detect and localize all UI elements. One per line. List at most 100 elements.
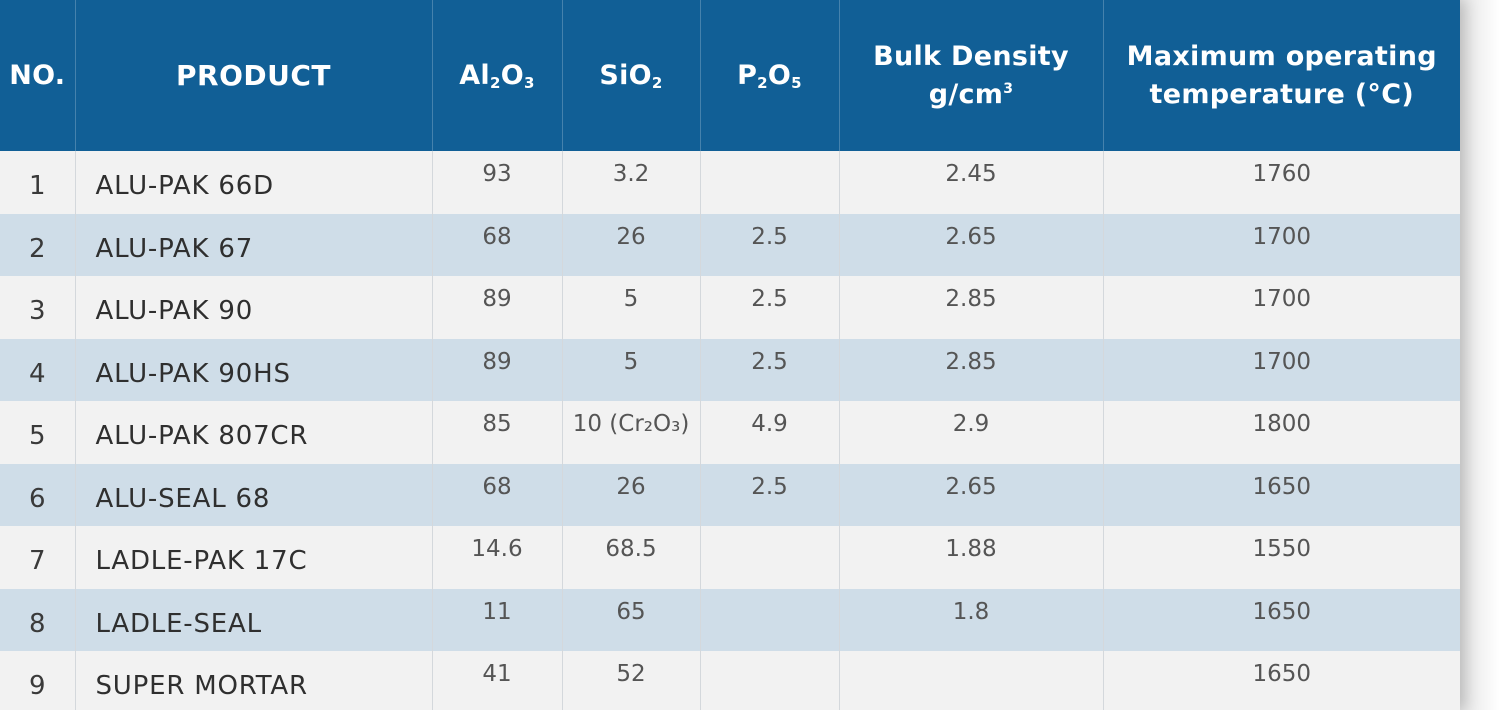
product-spec-table: NO. PRODUCT Al2O3 SiO2 P2O5 Bulk Density… (0, 0, 1460, 710)
cell-product-text: SUPER MORTAR (95, 671, 308, 702)
table-row: 1 ALU-PAK 66D 93 3.2 2.45 1760 (0, 151, 1460, 214)
cell-p2o5: 4.9 (699, 401, 839, 464)
cell-al2o3: 41 (431, 651, 562, 710)
cell-p2o5: 2.5 (699, 276, 839, 339)
header-p2o5-o: O (767, 59, 792, 91)
table-row: 8 LADLE-SEAL 11 65 1.8 1650 (0, 588, 1460, 651)
cell-al2o3: 11 (431, 588, 562, 651)
cell-sio2-text: 26 (616, 473, 646, 500)
cell-product-text: LADLE-PAK 17C (95, 546, 308, 577)
header-bulk-line2: g/cm3 (840, 76, 1103, 114)
cell-max-temp: 1650 (1102, 463, 1460, 526)
cell-max-temp-text: 1650 (1252, 598, 1312, 625)
cell-bulk-density-text: 2.45 (945, 161, 997, 188)
cell-product: ALU-PAK 90 (74, 276, 432, 339)
cell-no: 5 (0, 401, 75, 464)
table-header: NO. PRODUCT Al2O3 SiO2 P2O5 Bulk Density… (0, 0, 1460, 151)
cell-no: 3 (0, 276, 75, 339)
header-product-label: PRODUCT (175, 58, 331, 92)
cell-al2o3-text: 68 (482, 473, 512, 500)
cell-sio2-text: 26 (616, 223, 646, 250)
header-sio2-sub: 2 (651, 73, 663, 92)
right-edge-shadow (1460, 0, 1500, 710)
cell-p2o5-text: 2.5 (751, 348, 788, 375)
cell-no: 2 (0, 214, 75, 277)
cell-sio2-text: 3.2 (612, 161, 650, 188)
header-al2o3-o: O (500, 59, 525, 91)
cell-product-text: ALU-PAK 90HS (95, 358, 291, 389)
cell-sio2: 10 (Cr₂O₃) (561, 401, 700, 464)
cell-max-temp-text: 1800 (1252, 411, 1312, 438)
cell-max-temp: 1700 (1102, 276, 1460, 339)
cell-bulk-density: 1.8 (838, 588, 1103, 651)
header-bulk-line1: Bulk Density (873, 40, 1069, 72)
header-p2o5-sub1: 2 (757, 73, 768, 92)
cell-no: 4 (0, 339, 75, 402)
cell-sio2-text: 68.5 (605, 536, 657, 563)
cell-p2o5-text: 2.5 (751, 286, 788, 313)
cell-no-text: 2 (28, 233, 46, 264)
cell-al2o3: 14.6 (431, 526, 562, 589)
header-bulk-sup: 3 (1003, 80, 1014, 97)
cell-no: 7 (0, 526, 75, 589)
cell-p2o5: 2.5 (699, 463, 839, 526)
cell-max-temp-text: 1550 (1252, 536, 1312, 563)
cell-al2o3-text: 41 (482, 661, 512, 688)
cell-product: LADLE-SEAL (74, 588, 432, 651)
header-al2o3-label: Al (459, 59, 490, 91)
header-al2o3-sub2: 3 (524, 73, 535, 92)
cell-sio2: 52 (561, 651, 700, 710)
table-row: 2 ALU-PAK 67 68 26 2.5 2.65 1700 (0, 213, 1460, 277)
cell-product: SUPER MORTAR (74, 651, 432, 710)
cell-al2o3-text: 11 (482, 598, 512, 625)
cell-bulk-density-text: 2.65 (945, 223, 997, 250)
cell-product-text: ALU-PAK 67 (95, 233, 254, 264)
cell-al2o3-text: 89 (482, 286, 512, 313)
cell-sio2: 3.2 (561, 151, 700, 214)
cell-max-temp: 1700 (1102, 338, 1460, 401)
cell-p2o5: 2.5 (699, 338, 839, 401)
table-body: 1 ALU-PAK 66D 93 3.2 2.45 1760 2 ALU-PAK 67 68 26… (0, 151, 1460, 710)
cell-max-temp: 1700 (1102, 213, 1460, 276)
cell-product: LADLE-PAK 17C (74, 526, 432, 589)
cell-bulk-density: 2.65 (838, 463, 1103, 526)
cell-sio2-text: 5 (623, 348, 639, 375)
cell-bulk-density: 2.85 (838, 338, 1103, 401)
cell-no: 1 (0, 151, 75, 214)
cell-al2o3: 68 (431, 213, 562, 276)
cell-sio2: 26 (561, 463, 700, 526)
cell-no-text: 7 (28, 546, 46, 577)
cell-no-text: 9 (28, 671, 46, 702)
cell-no: 9 (0, 651, 75, 710)
cell-bulk-density: 2.45 (838, 151, 1103, 214)
cell-bulk-density (838, 651, 1103, 710)
product-spec-table-container: NO. PRODUCT Al2O3 SiO2 P2O5 Bulk Density… (0, 0, 1460, 710)
cell-bulk-density-text: 1.88 (945, 536, 997, 563)
cell-sio2-text: 5 (623, 286, 639, 313)
cell-p2o5-text: 2.5 (751, 223, 788, 250)
cell-bulk-density: 2.65 (838, 213, 1103, 276)
cell-product: ALU-PAK 90HS (74, 338, 432, 401)
cell-sio2: 68.5 (561, 526, 700, 589)
cell-product: ALU-PAK 807CR (74, 401, 432, 464)
table-row: 6 ALU-SEAL 68 68 26 2.5 2.65 1650 (0, 463, 1460, 526)
cell-max-temp: 1550 (1102, 526, 1460, 589)
header-p2o5-label: P (737, 59, 758, 91)
cell-p2o5-text: 2.5 (751, 473, 788, 500)
cell-max-temp-text: 1650 (1252, 473, 1312, 500)
cell-bulk-density: 2.9 (838, 401, 1103, 464)
cell-no-text: 4 (28, 358, 46, 389)
cell-product: ALU-SEAL 68 (74, 463, 432, 526)
header-p2o5: P2O5 (699, 0, 839, 151)
cell-bulk-density-text: 2.85 (945, 286, 997, 313)
cell-al2o3-text: 68 (482, 223, 512, 250)
cell-p2o5 (699, 588, 839, 651)
cell-no-text: 3 (28, 296, 46, 327)
cell-al2o3: 89 (431, 276, 562, 339)
cell-al2o3: 85 (431, 401, 562, 464)
cell-sio2: 26 (561, 213, 700, 276)
cell-al2o3-text: 89 (482, 348, 512, 375)
header-no-label: NO. (9, 59, 66, 91)
header-sio2-label: SiO (599, 59, 652, 91)
header-max-temp: Maximum operating temperature (°C) (1102, 0, 1460, 151)
